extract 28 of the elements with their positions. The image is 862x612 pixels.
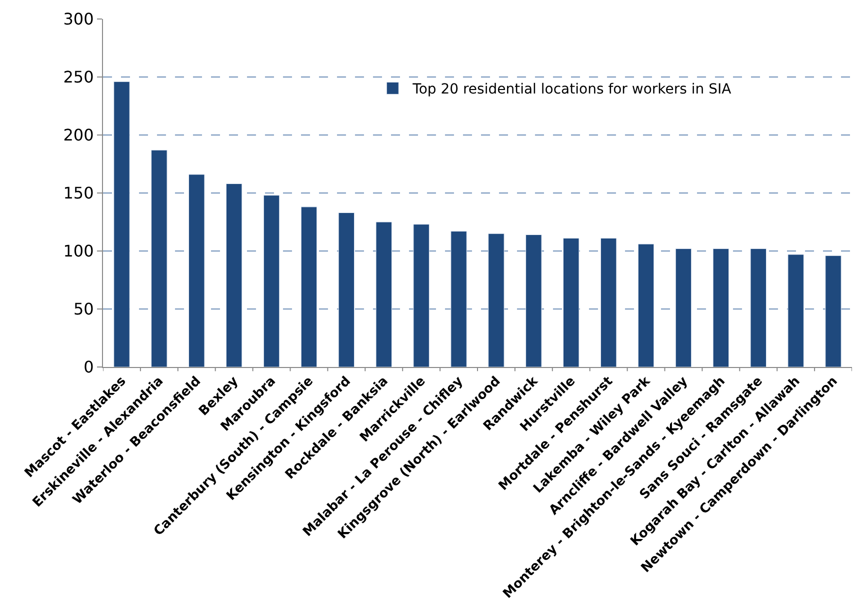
bar: [151, 150, 168, 367]
bar: [263, 195, 280, 367]
bar: [675, 248, 692, 367]
bar: [750, 248, 766, 367]
bar: [563, 238, 580, 367]
bar: [526, 234, 542, 367]
bar: [450, 231, 467, 367]
y-tick-label: 100: [63, 242, 94, 261]
bar: [300, 206, 318, 367]
bar: [825, 255, 842, 367]
legend-label: Top 20 residential locations for workers in SIA: [412, 82, 732, 98]
bar: [488, 233, 504, 367]
y-tick-label: 0: [84, 358, 94, 377]
bar: [188, 174, 205, 367]
bar: [712, 248, 730, 367]
y-tick-label: 50: [73, 300, 94, 319]
bar: [413, 224, 430, 367]
bar: [114, 81, 130, 367]
bar: [376, 222, 392, 367]
bar: [338, 212, 355, 367]
bar: [788, 254, 804, 367]
y-tick-label: 150: [63, 184, 94, 203]
bar: [600, 238, 617, 367]
bar: [226, 183, 242, 367]
y-tick-label: 300: [63, 10, 94, 29]
y-tick-label: 250: [63, 68, 94, 87]
y-tick-label: 200: [63, 126, 94, 145]
bar: [638, 244, 654, 367]
